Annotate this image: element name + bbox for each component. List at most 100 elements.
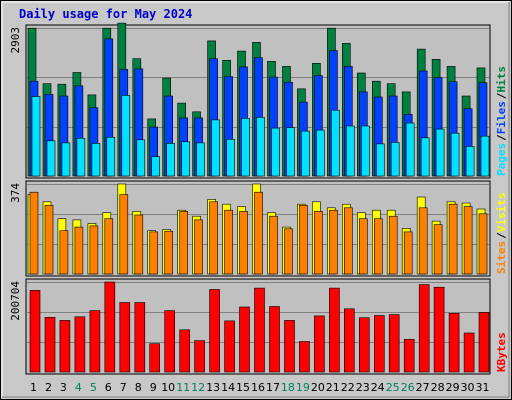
bar-kbytes-day-23	[358, 317, 370, 373]
bar-kbytes-day-3	[59, 320, 71, 373]
day-label-18: 18	[281, 381, 295, 394]
bar-kbytes-day-13	[209, 289, 220, 373]
day-label-10: 10	[161, 381, 175, 394]
bar-kbytes-day-6	[104, 281, 116, 373]
day-label-22: 22	[341, 381, 355, 394]
day-label-14: 14	[221, 381, 235, 394]
bar-sites-day-16	[254, 191, 263, 275]
day-label-17: 17	[266, 381, 280, 394]
bar-sites-day-14	[224, 209, 233, 275]
bar-pages-day-13	[211, 119, 220, 177]
bar-sites-day-30	[463, 206, 473, 275]
bar-pages-day-18	[286, 127, 295, 177]
bar-sites-day-7	[119, 194, 129, 275]
bar-kbytes-day-16	[254, 287, 265, 373]
bar-sites-day-11	[179, 211, 188, 275]
day-label-15: 15	[236, 381, 250, 394]
legend-part-hits-files-pages-3: /	[495, 92, 508, 99]
bar-pages-day-27	[420, 137, 430, 177]
bar-pages-day-16	[256, 117, 265, 177]
day-label-21: 21	[326, 381, 340, 394]
legend-part-visits-sites-0: Sites	[495, 241, 508, 274]
day-label-8: 8	[135, 381, 142, 394]
bar-sites-day-3	[59, 230, 69, 275]
bar-kbytes-day-2	[44, 316, 56, 373]
bar-kbytes-day-1	[29, 290, 41, 373]
day-label-27: 27	[416, 381, 430, 394]
bar-sites-day-8	[134, 214, 144, 275]
bar-pages-day-8	[136, 139, 146, 177]
day-label-7: 7	[120, 381, 127, 394]
bar-sites-day-2	[44, 205, 54, 275]
bar-sites-day-31	[478, 213, 488, 275]
bar-pages-day-24	[375, 143, 385, 177]
bar-pages-day-4	[76, 138, 86, 177]
bar-kbytes-day-26	[403, 338, 415, 373]
legend-visits-sites: Sites /Visits	[495, 193, 508, 275]
bar-kbytes-day-7	[119, 302, 131, 373]
bar-sites-day-13	[209, 201, 218, 275]
day-label-30: 30	[461, 381, 475, 394]
day-label-16: 16	[251, 381, 265, 394]
legend-part-hits-files-pages-1: /	[495, 134, 508, 141]
bar-pages-day-19	[301, 130, 310, 177]
day-label-3: 3	[60, 381, 67, 394]
bar-kbytes-day-4	[74, 316, 86, 373]
bar-kbytes-day-20	[314, 315, 325, 373]
bar-pages-day-31	[480, 135, 490, 177]
bar-pages-day-26	[405, 122, 415, 177]
bar-pages-day-23	[360, 125, 370, 177]
bar-pages-day-11	[181, 141, 190, 177]
day-label-26: 26	[401, 381, 415, 394]
bar-sites-day-9	[149, 231, 158, 275]
bar-kbytes-day-28	[433, 286, 445, 373]
bar-sites-day-1	[29, 191, 39, 275]
bar-pages-day-15	[241, 118, 250, 177]
bar-sites-day-26	[403, 231, 413, 275]
day-label-11: 11	[176, 381, 190, 394]
bar-pages-day-3	[61, 142, 71, 177]
legend-part-visits-sites-2: Visits	[495, 193, 508, 233]
bar-kbytes-day-5	[89, 310, 101, 373]
day-label-29: 29	[446, 381, 460, 394]
day-label-6: 6	[105, 381, 112, 394]
legend-part-hits-files-pages-0: Pages	[495, 143, 508, 176]
bar-pages-day-6	[106, 137, 116, 177]
legend-part-hits-files-pages-4: Hits	[495, 66, 508, 93]
bar-kbytes-day-17	[269, 306, 280, 373]
bar-kbytes-day-15	[239, 306, 250, 373]
legend-part-kbytes-0: KBytes	[495, 332, 508, 372]
bar-sites-day-21	[329, 209, 338, 275]
day-label-20: 20	[311, 381, 325, 394]
bar-pages-day-12	[196, 142, 205, 177]
bar-sites-day-12	[194, 219, 203, 275]
bar-sites-day-19	[299, 205, 308, 275]
day-label-1: 1	[30, 381, 37, 394]
day-labels: 1 2 3 4 5 6 7 8 9 10 11 12 13 14 15 16 17 18 19 20 21 22 23 24 2…	[30, 381, 490, 394]
bar-pages-day-10	[166, 143, 175, 177]
day-label-4: 4	[75, 381, 82, 394]
bar-kbytes-day-11	[179, 329, 190, 373]
bar-kbytes-day-14	[224, 320, 235, 373]
bar-pages-day-25	[390, 142, 400, 177]
chart-panels: 2903Pages/Files/Hits374Sites/Visits20070…	[9, 22, 508, 375]
bar-sites-day-4	[74, 226, 84, 275]
bar-pages-day-20	[316, 129, 325, 177]
bar-sites-day-24	[373, 218, 383, 275]
day-label-28: 28	[431, 381, 445, 394]
bar-pages-day-1	[31, 96, 41, 177]
bar-pages-day-5	[91, 143, 101, 177]
bar-kbytes-day-27	[418, 284, 430, 373]
bar-sites-day-25	[388, 215, 398, 275]
bar-pages-day-29	[450, 132, 460, 177]
day-label-5: 5	[90, 381, 97, 394]
bar-sites-day-20	[314, 211, 323, 275]
legend-hits-files-pages: Pages/Files/Hits	[495, 66, 508, 176]
bar-kbytes-day-22	[343, 308, 355, 373]
bar-kbytes-day-12	[194, 340, 205, 373]
bar-pages-day-22	[345, 125, 355, 177]
bar-pages-day-14	[226, 139, 235, 177]
bar-kbytes-day-30	[463, 332, 475, 373]
bar-sites-day-15	[239, 211, 248, 275]
bar-sites-day-17	[269, 215, 278, 275]
